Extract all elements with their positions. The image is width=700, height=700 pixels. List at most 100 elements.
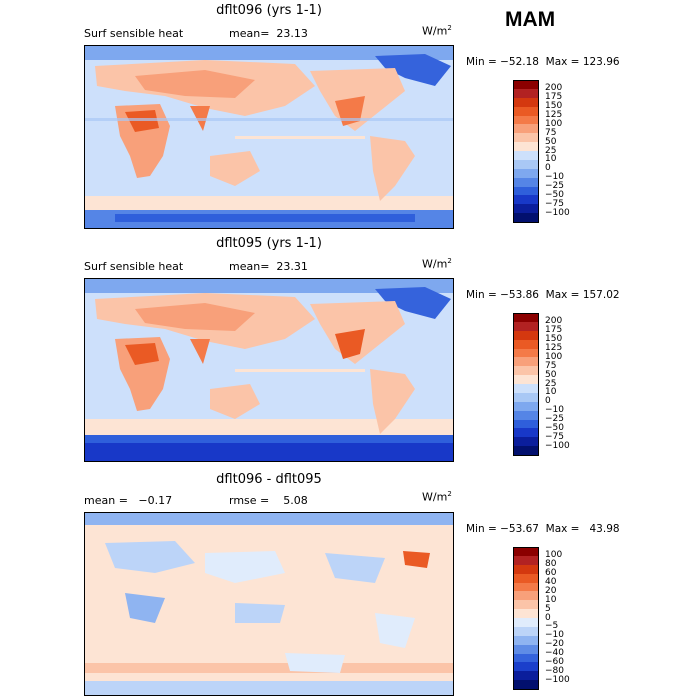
panel-1-map bbox=[84, 45, 454, 229]
panel-3-colorbar: 100 80 60 40 20 10 5 0 −5 −10 −20 −40 −60 −80 −100 bbox=[513, 547, 570, 690]
colorbar-swatch bbox=[513, 375, 539, 385]
panel-2-map bbox=[84, 278, 454, 462]
colorbar-swatch bbox=[513, 618, 539, 628]
colorbar-swatch bbox=[513, 159, 539, 170]
colorbar-swatch bbox=[513, 437, 539, 447]
colorbar-level-label: 125 bbox=[545, 343, 563, 353]
colorbar-level-label: −60 bbox=[545, 656, 564, 667]
colorbar-level-label: −100 bbox=[545, 207, 570, 218]
colorbar-level-label: −40 bbox=[545, 648, 564, 658]
colorbar-swatch bbox=[513, 384, 539, 394]
colorbar-swatch bbox=[513, 419, 539, 429]
colorbar-swatch bbox=[513, 591, 539, 601]
colorbar-level-label: −100 bbox=[545, 674, 570, 685]
panel-1-map-svg bbox=[85, 46, 453, 228]
colorbar-swatch bbox=[513, 564, 539, 575]
colorbar-swatch bbox=[513, 671, 539, 681]
colorbar-swatch bbox=[513, 321, 539, 332]
colorbar-swatch bbox=[513, 330, 539, 341]
season-label: MAM bbox=[505, 8, 556, 31]
colorbar-swatch bbox=[513, 313, 539, 323]
colorbar-swatch bbox=[513, 644, 539, 654]
panel-3-mean: mean = −0.17 bbox=[84, 494, 173, 507]
panel-2-variable: Surf sensible heat bbox=[84, 260, 184, 273]
colorbar-swatch bbox=[513, 582, 539, 592]
colorbar-level-label: 80 bbox=[545, 559, 557, 570]
colorbar-level-label: −25 bbox=[545, 414, 564, 424]
panel-1-minmax: Min = −52.18 Max = 123.96 bbox=[466, 56, 620, 68]
colorbar-level-label: −10 bbox=[545, 630, 564, 641]
panel-3-map bbox=[84, 512, 454, 696]
panel-2-colorbar: 200 175 150 125 100 75 50 25 10 0 −10 −25 −50 −75 −100 bbox=[513, 313, 570, 456]
panel-2-minmax: Min = −53.86 Max = 157.02 bbox=[466, 289, 620, 301]
colorbar-swatch bbox=[513, 195, 539, 205]
colorbar-level-label: 50 bbox=[545, 369, 557, 380]
colorbar-swatch bbox=[513, 88, 539, 99]
colorbar-swatch bbox=[513, 115, 539, 125]
colorbar-level-label: 0 bbox=[545, 612, 551, 623]
colorbar-level-label: 200 bbox=[545, 83, 563, 94]
colorbar-swatch bbox=[513, 213, 539, 223]
colorbar-swatch bbox=[513, 600, 539, 610]
colorbar-level-label: −100 bbox=[545, 440, 570, 451]
colorbar-level-label: 125 bbox=[545, 110, 563, 120]
colorbar-level-label: 150 bbox=[545, 101, 563, 112]
colorbar-swatch bbox=[513, 366, 539, 376]
panel-2-map-svg bbox=[85, 279, 453, 461]
colorbar-level-label: 75 bbox=[545, 127, 557, 138]
colorbar-swatch bbox=[513, 573, 539, 583]
colorbar-level-label: 40 bbox=[545, 577, 557, 587]
colorbar-level-label: −10 bbox=[545, 172, 564, 183]
colorbar-swatch bbox=[513, 124, 539, 134]
colorbar-level-label: 10 bbox=[545, 154, 557, 165]
colorbar-level-label: 100 bbox=[545, 351, 563, 362]
colorbar-swatch bbox=[513, 401, 539, 412]
colorbar-swatch bbox=[513, 204, 539, 214]
colorbar-level-label: 75 bbox=[545, 360, 557, 371]
colorbar-swatch bbox=[513, 97, 539, 108]
colorbar-swatch bbox=[513, 106, 539, 116]
colorbar-level-label: 20 bbox=[545, 585, 557, 596]
colorbar-level-label: 5 bbox=[545, 603, 551, 614]
colorbar-level-label: 0 bbox=[545, 396, 551, 407]
colorbar-swatch bbox=[513, 609, 539, 619]
colorbar-level-label: 25 bbox=[545, 378, 557, 389]
colorbar-swatch bbox=[513, 428, 539, 438]
colorbar-level-label: 10 bbox=[545, 387, 557, 398]
colorbar-swatch bbox=[513, 348, 539, 358]
colorbar-swatch bbox=[513, 151, 539, 161]
colorbar-swatch bbox=[513, 626, 539, 637]
colorbar-level-label: −80 bbox=[545, 665, 564, 676]
panel-3-minmax: Min = −53.67 Max = 43.98 bbox=[466, 523, 620, 535]
colorbar-swatch bbox=[513, 680, 539, 690]
colorbar-swatch bbox=[513, 177, 539, 187]
colorbar-level-label: 25 bbox=[545, 145, 557, 156]
panel-2-title: dflt095 (yrs 1-1) bbox=[216, 236, 322, 251]
panel-3-units: W/m2 bbox=[422, 490, 452, 504]
colorbar-level-label: 100 bbox=[545, 550, 563, 561]
colorbar-swatch bbox=[513, 446, 539, 456]
colorbar-level-label: 0 bbox=[545, 163, 551, 174]
colorbar-level-label: 200 bbox=[545, 316, 563, 327]
colorbar-swatch bbox=[513, 555, 539, 566]
colorbar-level-label: −75 bbox=[545, 431, 564, 442]
colorbar-level-label: 150 bbox=[545, 334, 563, 345]
colorbar-level-label: −5 bbox=[545, 621, 559, 632]
colorbar-swatch bbox=[513, 357, 539, 367]
colorbar-swatch bbox=[513, 410, 539, 420]
colorbar-level-label: 100 bbox=[545, 118, 563, 129]
colorbar-swatch bbox=[513, 635, 539, 646]
panel-1-mean: mean= 23.13 bbox=[229, 27, 308, 40]
colorbar-swatch bbox=[513, 168, 539, 179]
colorbar-swatch bbox=[513, 133, 539, 143]
colorbar-level-label: 10 bbox=[545, 594, 557, 605]
colorbar-level-label: 50 bbox=[545, 136, 557, 147]
panel-1-variable: Surf sensible heat bbox=[84, 27, 184, 40]
panel-3-title: dflt096 - dflt095 bbox=[216, 472, 322, 487]
colorbar-level-label: 60 bbox=[545, 568, 557, 579]
colorbar-level-label: 175 bbox=[545, 325, 563, 336]
colorbar-level-label: −25 bbox=[545, 181, 564, 191]
panel-3-map-svg bbox=[85, 513, 453, 695]
colorbar-level-label: −75 bbox=[545, 198, 564, 209]
colorbar-swatch bbox=[513, 392, 539, 403]
